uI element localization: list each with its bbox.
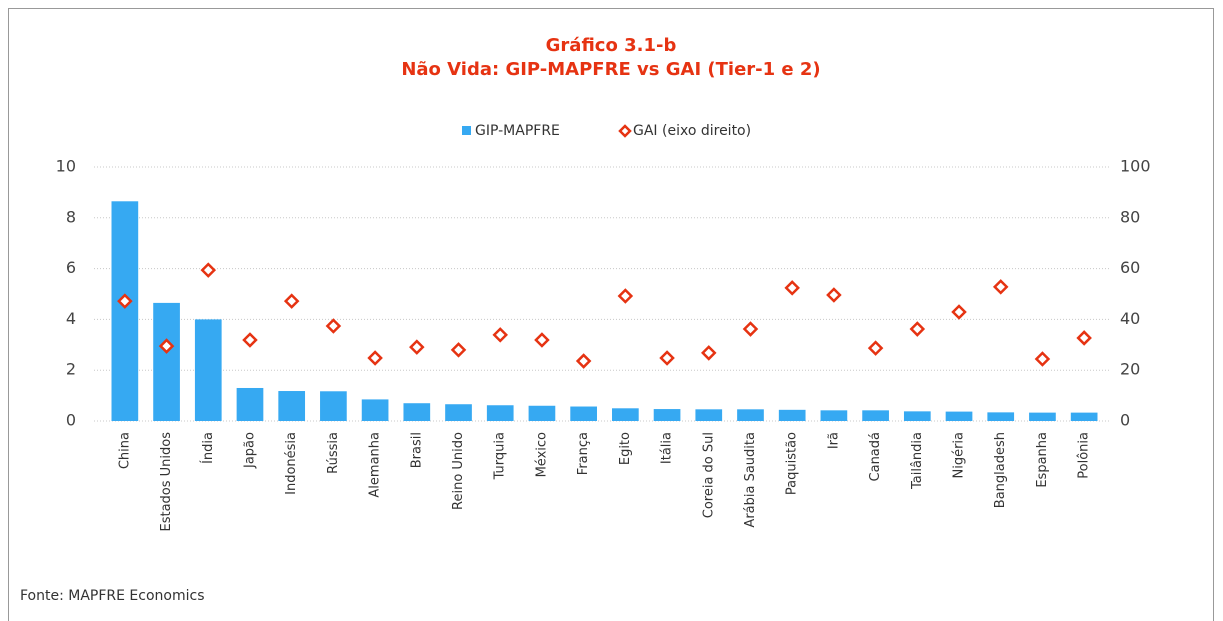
x-tick-label: Itália	[660, 432, 675, 464]
bar	[111, 201, 139, 421]
bar	[236, 387, 264, 421]
y2-tick-label: 60	[1120, 258, 1140, 277]
bar	[194, 319, 222, 421]
bar	[403, 403, 431, 421]
marker	[1034, 351, 1051, 367]
x-tick-label: Turquia	[493, 432, 508, 480]
bar	[445, 404, 472, 421]
bar	[1070, 412, 1098, 421]
x-tick-label: Índia	[200, 432, 216, 464]
legend-label: GAI (eixo direito)	[633, 123, 751, 139]
x-tick-label: China	[117, 432, 132, 469]
bar	[278, 391, 306, 421]
legend-swatch	[618, 124, 632, 138]
y2-tick-label: 100	[1120, 157, 1151, 176]
y-tick-label: 0	[66, 411, 76, 430]
x-tick-label: França	[576, 432, 591, 475]
marker	[409, 339, 425, 355]
y-tick-label: 10	[56, 157, 76, 176]
bar	[737, 409, 764, 421]
marker	[617, 288, 634, 304]
x-tick-label: Bangladesh	[993, 432, 1008, 508]
bar	[778, 409, 806, 421]
x-tick-label: Paquistão	[785, 432, 800, 495]
marker	[867, 340, 884, 356]
marker	[325, 318, 342, 334]
frame	[8, 8, 1214, 621]
x-tick-label: Arábia Saudita	[743, 432, 758, 528]
marker	[992, 279, 1009, 295]
y2-tick-label: 40	[1120, 309, 1140, 328]
bar	[612, 408, 639, 421]
bar	[153, 302, 180, 421]
bar	[320, 391, 347, 421]
x-tick-label: Espanha	[1035, 432, 1050, 488]
marker	[826, 287, 842, 303]
bar	[653, 409, 681, 421]
marker	[909, 321, 926, 337]
marker	[158, 338, 175, 354]
chart-subtitle: Não Vida: GIP-MAPFRE vs GAI (Tier-1 e 2)	[401, 59, 820, 80]
legend-swatch	[462, 126, 471, 135]
x-tick-label: Estados Unidos	[159, 432, 174, 532]
x-tick-label: Canadá	[868, 432, 883, 481]
y2-tick-label: 0	[1120, 411, 1130, 430]
marker	[367, 350, 383, 366]
bar	[903, 411, 931, 421]
x-tick-label: Reino Unido	[451, 432, 466, 510]
bar	[695, 409, 723, 421]
bar	[820, 410, 848, 421]
marker	[117, 293, 133, 309]
x-tick-label: Coreia do Sul	[701, 432, 716, 518]
bar	[528, 405, 556, 421]
x-tick-label: México	[534, 432, 549, 477]
y-tick-label: 8	[66, 207, 76, 226]
marker	[200, 262, 217, 278]
source: Fonte: MAPFRE Economics	[20, 588, 205, 604]
y-tick-label: 2	[66, 360, 76, 379]
y2-tick-label: 80	[1120, 207, 1140, 226]
y2-tick-label: 20	[1120, 360, 1140, 379]
bar	[862, 410, 889, 421]
y-tick-label: 6	[66, 258, 76, 277]
x-tick-label: Egito	[618, 432, 633, 465]
marker	[951, 304, 967, 320]
y-tick-label: 4	[66, 309, 76, 328]
marker	[701, 345, 717, 361]
bar	[987, 412, 1015, 421]
marker	[659, 350, 675, 366]
bar	[486, 405, 514, 421]
marker	[784, 280, 800, 296]
marker	[575, 353, 592, 369]
x-tick-label: Tailândia	[910, 432, 925, 490]
marker	[534, 332, 550, 348]
marker	[1076, 330, 1092, 346]
x-tick-label: Irã	[826, 432, 841, 449]
x-tick-label: Nigéria	[952, 432, 967, 479]
bar	[1029, 412, 1056, 421]
x-tick-label: Japão	[242, 432, 257, 469]
bar	[945, 411, 973, 421]
bar	[570, 406, 597, 421]
x-tick-label: Rússia	[326, 432, 341, 474]
bar	[361, 399, 389, 421]
marker	[242, 332, 258, 348]
x-tick-label: Polônia	[1077, 432, 1092, 479]
marker	[450, 342, 467, 358]
marker	[492, 327, 508, 343]
x-tick-label: Alemanha	[368, 432, 383, 498]
marker	[742, 321, 759, 337]
x-tick-label: Indonésia	[284, 432, 299, 495]
x-tick-label: Brasil	[409, 432, 424, 468]
chart-title: Gráfico 3.1-b	[546, 35, 677, 56]
marker	[283, 293, 300, 309]
legend-label: GIP-MAPFRE	[475, 123, 560, 139]
